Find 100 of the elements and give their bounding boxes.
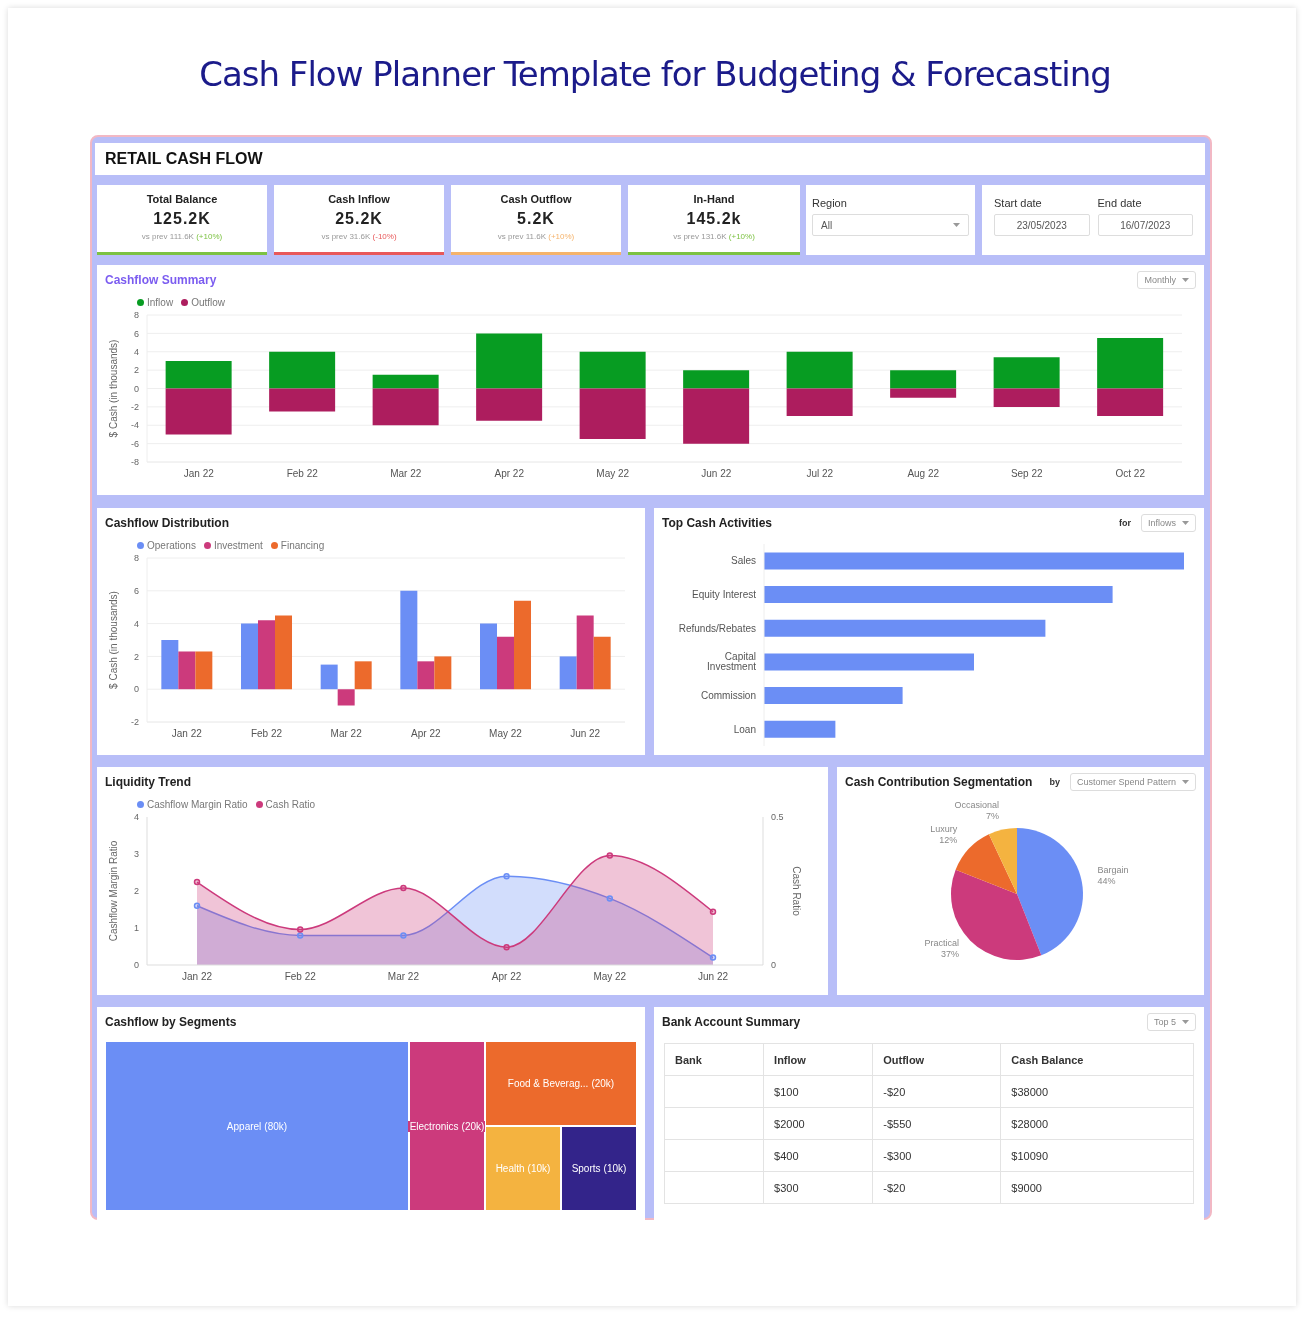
x-tick-label: May 22 <box>593 971 627 983</box>
data-label: (20k) <box>461 1120 485 1132</box>
text: -$20 <box>883 1085 906 1098</box>
legend-label: Investment <box>212 538 263 552</box>
category-label: In-Hand <box>692 193 736 205</box>
y-tick-label: 0 <box>133 684 139 695</box>
text: -$550 <box>883 1117 912 1130</box>
y-tick-label: -6 <box>130 438 139 449</box>
y-tick-label: 3 <box>133 849 139 860</box>
x-tick-label: Feb 22 <box>250 728 283 740</box>
text: vs prev 11.6K <box>497 232 547 241</box>
y-tick-label: -4 <box>130 420 139 431</box>
category-label: Cash Balance <box>1000 1043 1194 1076</box>
y-tick-label: Capital Investment <box>707 651 757 673</box>
y-tick-label: 4 <box>133 812 139 823</box>
x-tick-label: Aug 22 <box>907 468 940 480</box>
text: $300 <box>774 1181 799 1194</box>
text: (-10%) <box>372 232 397 241</box>
text: Inflows <box>1147 518 1176 528</box>
data-label: 44% <box>1097 875 1116 886</box>
y-tick-label: 8 <box>133 310 139 321</box>
x-tick-label: Jul 22 <box>806 468 834 480</box>
y-tick-label: 4 <box>133 346 139 357</box>
text: vs prev 131.6K <box>673 232 727 241</box>
x-tick-label: Mar 22 <box>387 971 420 983</box>
y-axis-title: Cashflow Margin Ratio <box>107 840 119 942</box>
data-label: (20k) <box>591 1078 615 1089</box>
x-tick-label: Apr 22 <box>491 971 522 983</box>
y-tick-label: Sales <box>730 555 756 567</box>
x-tick-label: May 22 <box>489 728 523 740</box>
text: (+10%) <box>728 232 755 241</box>
text: $28000 <box>1011 1117 1049 1130</box>
category-label: Apparel <box>226 1120 262 1132</box>
category-label: Sports <box>571 1163 601 1174</box>
text: Monthly <box>1144 275 1176 285</box>
y-tick-label: 2 <box>133 886 139 897</box>
text: Bank Account Summary <box>662 1015 801 1029</box>
category-label: Outflow <box>872 1043 1001 1076</box>
category-label: Total Balance <box>145 193 219 205</box>
data-label: (10k) <box>527 1163 551 1174</box>
legend-label: Outflow <box>190 295 226 309</box>
y-tick-label: -2 <box>130 402 139 413</box>
text: -$300 <box>883 1149 912 1162</box>
slice-label: Practical <box>924 937 960 948</box>
text: (+10%) <box>548 232 575 241</box>
text: $38000 <box>1011 1085 1049 1098</box>
text: (+10%) <box>196 232 223 241</box>
x-tick-label: Mar 22 <box>390 468 422 480</box>
y-tick-label: 8 <box>133 553 139 564</box>
legend-label: Cashflow Margin Ratio <box>146 797 248 811</box>
slice-label: Occasional <box>954 799 1000 810</box>
chart-title: Top Cash Activities <box>662 516 773 530</box>
text: $9000 <box>1011 1181 1042 1194</box>
y2-axis-title: Cash Ratio <box>791 866 803 917</box>
x-tick-label: Jun 22 <box>570 728 601 740</box>
category-label: Cash Inflow <box>327 193 391 205</box>
text: Top 5 <box>1153 1017 1176 1027</box>
text: Start date <box>994 197 1043 209</box>
x-tick-label: Jan 22 <box>181 971 213 983</box>
legend-label: Inflow <box>146 295 174 309</box>
x-tick-label: Feb 22 <box>286 468 319 480</box>
data-label: 37% <box>941 948 960 959</box>
category-label: Electronics <box>409 1120 459 1132</box>
text: by <box>1049 777 1060 787</box>
y-tick-label: 4 <box>133 618 139 629</box>
y-tick-label: 6 <box>133 328 139 339</box>
legend-label: Cash Ratio <box>264 797 316 811</box>
text: 125.2K <box>153 210 211 227</box>
text: $100 <box>774 1085 799 1098</box>
text: -$20 <box>883 1181 906 1194</box>
y2-tick-label: 0 <box>771 960 777 971</box>
text: for <box>1118 518 1131 528</box>
slice-label: Bargain <box>1097 864 1129 875</box>
y-tick-label: Loan <box>733 723 756 735</box>
text: 145.2k <box>686 210 742 227</box>
chart-title: Cashflow Distribution <box>105 516 229 530</box>
slice-label: Luxury <box>930 823 958 834</box>
y-tick-label: 6 <box>133 585 139 596</box>
text: 16/07/2023 <box>1097 214 1193 236</box>
y-tick-label: 0 <box>133 383 139 394</box>
x-tick-label: Jun 22 <box>701 468 732 480</box>
category-label: Cash Outflow <box>499 193 573 205</box>
legend-label: Operations <box>146 538 196 552</box>
category-label: Inflow <box>763 1043 873 1076</box>
x-tick-label: Oct 22 <box>1115 468 1146 480</box>
text: Region <box>812 197 848 209</box>
y-tick-label: 2 <box>133 365 139 376</box>
text: 5.2K <box>517 210 555 227</box>
x-tick-label: Jan 22 <box>171 728 203 740</box>
y-tick-label: 1 <box>133 923 139 934</box>
y-tick-label: 0 <box>133 960 139 971</box>
text: vs prev 31.6K <box>321 232 371 241</box>
text: Customer Spend Pattern <box>1076 777 1176 787</box>
y-tick-label: Equity Interest <box>692 589 757 601</box>
chart-title: Liquidity Trend <box>105 775 191 789</box>
data-label: 12% <box>939 834 958 845</box>
chart-title: Cashflow Summary <box>105 273 217 287</box>
y-tick-label: Commission <box>700 690 756 702</box>
data-label: (10k) <box>603 1163 627 1174</box>
text: RETAIL CASH FLOW <box>104 150 263 168</box>
